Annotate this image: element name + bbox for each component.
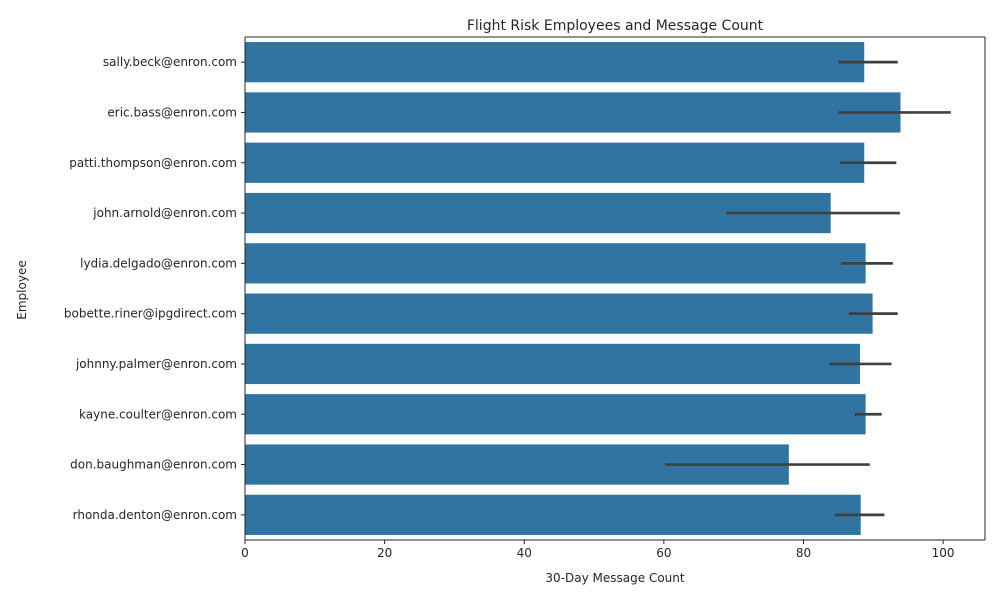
bar [245, 343, 861, 385]
y-tick-label: rhonda.denton@enron.com [73, 508, 237, 522]
x-axis-label: 30-Day Message Count [545, 571, 684, 585]
y-tick-label: eric.bass@enron.com [107, 105, 237, 119]
bar [245, 142, 865, 183]
y-tick-label: don.baughman@enron.com [70, 458, 237, 472]
y-tick-label: john.arnold@enron.com [92, 206, 237, 220]
bar [245, 394, 866, 435]
y-tick-label: sally.beck@enron.com [103, 55, 237, 69]
x-tick-label: 0 [241, 546, 249, 560]
bar [245, 92, 901, 133]
y-tick-label: kayne.coulter@enron.com [79, 407, 237, 421]
bar [245, 494, 861, 535]
x-tick-label: 100 [932, 546, 955, 560]
bar [245, 243, 866, 284]
errorbars-layer [665, 60, 951, 517]
axes-layer: sally.beck@enron.com eric.bass@enron.com p… [64, 36, 986, 560]
y-tick-label: bobette.riner@ipgdirect.com [64, 307, 237, 321]
bar [245, 293, 873, 334]
x-tick-label: 20 [377, 546, 392, 560]
y-tick-label: johnny.palmer@enron.com [75, 357, 237, 371]
chart-title: Flight Risk Employees and Message Count [467, 18, 764, 34]
y-tick-label: patti.thompson@enron.com [69, 156, 237, 170]
bar [245, 42, 865, 83]
y-axis-label: Employee [15, 260, 29, 319]
x-tick-label: 80 [796, 546, 811, 560]
x-tick-label: 60 [656, 546, 671, 560]
x-tick-label: 40 [517, 546, 532, 560]
y-tick-label: lydia.delgado@enron.com [80, 256, 237, 270]
bars-layer [245, 42, 901, 535]
